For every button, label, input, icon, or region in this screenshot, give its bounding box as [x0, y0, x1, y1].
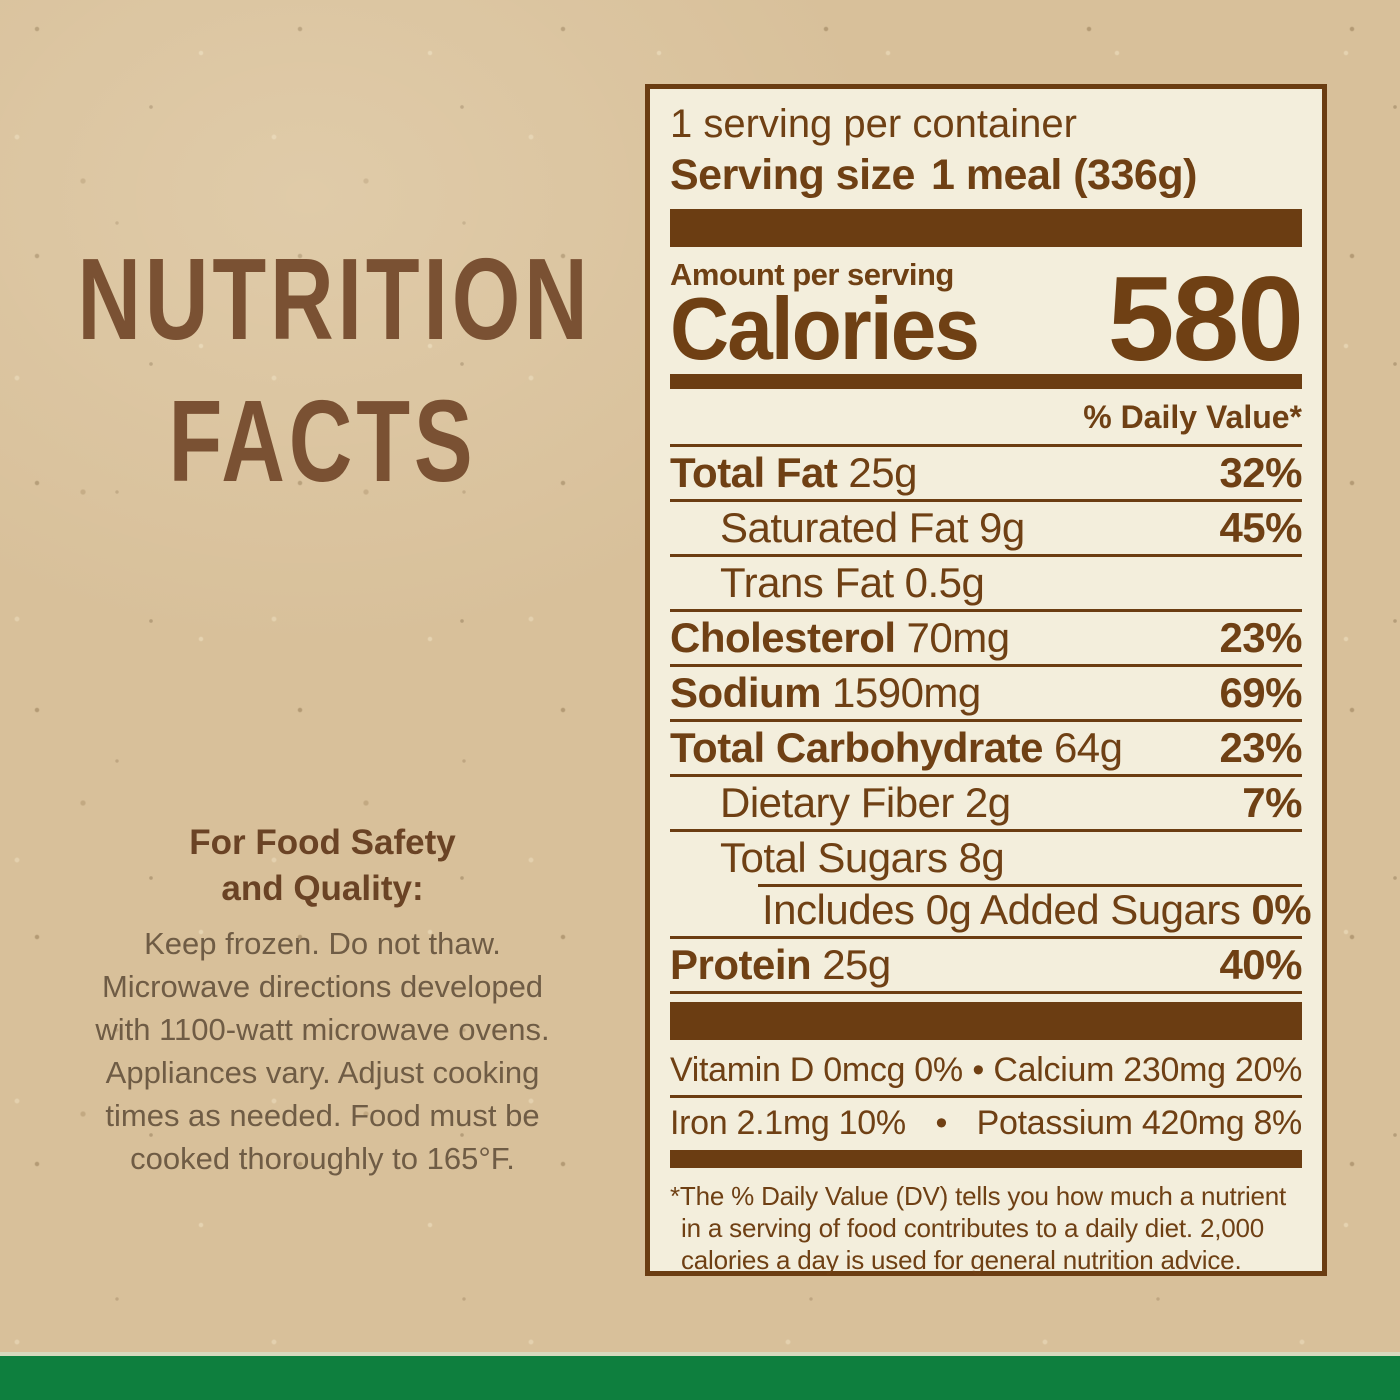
servings-per-container: 1 serving per container — [670, 102, 1077, 146]
green-package-band — [0, 1356, 1400, 1400]
footnote-line: calories a day is used for general nutri… — [681, 1245, 1242, 1275]
food-safety-text-line: times as needed. Food must be — [105, 1098, 540, 1133]
micronutrient-row-vitamin-d-calcium: Vitamin D 0mcg 0% • Calcium 230mg 20% — [670, 1045, 1302, 1095]
divider-bar-medium — [670, 374, 1302, 389]
nutrient-row-total-sugars: Total Sugars 8g — [670, 829, 1302, 884]
nutrient-name: Saturated Fat — [720, 504, 968, 551]
footnote-line: *The % Daily Value (DV) tells you how mu… — [670, 1181, 1287, 1211]
nutrient-amount: 0.5g — [904, 559, 985, 606]
nutrient-row-total-fat: Total Fat 25g 32% — [670, 444, 1302, 499]
food-safety-heading-line-1: For Food Safety — [189, 823, 456, 862]
nutrient-amount: 70mg — [906, 614, 1011, 661]
daily-value-header: % Daily Value* — [1083, 399, 1302, 435]
divider-bar-thick — [670, 209, 1302, 247]
footnote-line: in a serving of food contributes to a da… — [681, 1213, 1265, 1243]
micronutrient-rows: Vitamin D 0mcg 0% • Calcium 230mg 20% Ir… — [670, 1045, 1302, 1148]
serving-size-value: 1 meal (336g) — [930, 151, 1197, 199]
nutrient-name: Cholesterol — [670, 614, 896, 661]
nutrient-row-total-carbohydrate: Total Carbohydrate 64g 23% — [670, 719, 1302, 774]
bullet-icon: • — [972, 1050, 984, 1089]
package-edge-highlight — [0, 1352, 1400, 1357]
daily-value-footnote: *The % Daily Value (DV) tells you how mu… — [670, 1180, 1302, 1276]
micronutrient-row-iron-potassium: Iron 2.1mg 10% • Potassium 420mg 8% — [670, 1095, 1302, 1148]
nutrient-row-protein: Protein 25g 40% — [670, 936, 1302, 991]
nutrient-row-trans-fat: Trans Fat 0.5g — [670, 554, 1302, 609]
food-safety-heading-line-2: and Quality: — [221, 869, 424, 908]
calories-label: Calories — [670, 279, 980, 378]
food-safety-text-line: cooked thoroughly to 165°F. — [130, 1141, 515, 1176]
nutrient-name: Total Fat — [670, 449, 838, 496]
bullet-icon: • — [935, 1103, 948, 1142]
nutrient-amount: 1590mg — [832, 669, 981, 716]
nutrient-row-saturated-fat: Saturated Fat 9g 45% — [670, 499, 1302, 554]
nutrient-amount: 64g — [1053, 724, 1123, 771]
divider-bar-medium — [670, 1150, 1302, 1168]
nutrient-amount: 9g — [978, 504, 1025, 551]
nutrient-daily-value: 23% — [1219, 614, 1302, 661]
title-line-2: FACTS — [168, 376, 477, 506]
nutrient-amount: 25g — [848, 449, 917, 496]
food-safety-text-line: Appliances vary. Adjust cooking — [105, 1055, 540, 1090]
nutrient-name: Trans Fat — [720, 559, 894, 606]
food-safety-text-line: Microwave directions developed — [101, 969, 544, 1004]
divider-bar-thick — [670, 1002, 1302, 1040]
nutrient-daily-value: 45% — [1219, 504, 1302, 551]
calories-block: Amount per serving Calories 580 — [670, 247, 1304, 386]
nutrient-name: Total Carbohydrate — [670, 724, 1043, 771]
title-line-1: NUTRITION — [77, 234, 592, 364]
nutrient-daily-value: 69% — [1219, 669, 1302, 716]
micronutrient-left: Vitamin D 0mcg 0% — [670, 1050, 963, 1089]
micronutrient-left: Iron 2.1mg 10% — [670, 1103, 906, 1142]
nutrient-name: Dietary Fiber — [720, 779, 954, 826]
nutrient-daily-value: 32% — [1219, 449, 1302, 496]
nutrient-amount: 25g — [822, 941, 891, 988]
serving-size-label: Serving size — [670, 151, 915, 199]
left-column: NUTRITION FACTS For Food Safety and Qual… — [0, 0, 645, 1400]
amount-per-serving-label: Amount per serving — [670, 257, 954, 292]
nutrient-row-dietary-fiber: Dietary Fiber 2g 7% — [670, 774, 1302, 829]
nutrient-daily-value: 40% — [1219, 941, 1302, 988]
nutrient-rows: Total Fat 25g 32% Saturated Fat 9g 45% Tra… — [670, 444, 1312, 994]
nutrient-daily-value: 0% — [1251, 886, 1312, 933]
calories-value: 580 — [1107, 252, 1304, 386]
nutrient-amount: 8g — [958, 834, 1005, 881]
nutrient-name: Protein — [670, 941, 812, 988]
nutrition-facts-title: NUTRITION FACTS — [77, 228, 592, 512]
micronutrient-right: Potassium 420mg 8% — [976, 1103, 1303, 1142]
nutrient-daily-value: 7% — [1242, 779, 1302, 826]
nutrient-amount: 2g — [964, 779, 1011, 826]
nutrient-name: Sodium — [670, 669, 822, 716]
serving-size-row: Serving size 1 meal (336g) — [670, 149, 1302, 201]
food-safety-heading: For Food Safety and Quality: — [0, 820, 645, 912]
nutrient-name: Includes 0g Added Sugars — [762, 886, 1241, 933]
food-safety-text-line: Keep frozen. Do not thaw. — [144, 926, 501, 961]
nutrient-row-sodium: Sodium 1590mg 69% — [670, 664, 1302, 719]
nutrient-daily-value: 23% — [1219, 724, 1302, 771]
nutrient-name: Total Sugars — [720, 834, 948, 881]
nutrient-row-cholesterol: Cholesterol 70mg 23% — [670, 609, 1302, 664]
nutrition-label-panel: 1 serving per container Serving size 1 m… — [645, 84, 1327, 1276]
nutrient-row-added-sugars: Includes 0g Added Sugars 0% — [670, 884, 1312, 936]
micronutrient-right: Calcium 230mg 20% — [993, 1050, 1302, 1089]
food-safety-text: Keep frozen. Do not thaw. Microwave dire… — [0, 922, 645, 1180]
food-safety-text-line: with 1100-watt microwave ovens. — [95, 1012, 550, 1047]
